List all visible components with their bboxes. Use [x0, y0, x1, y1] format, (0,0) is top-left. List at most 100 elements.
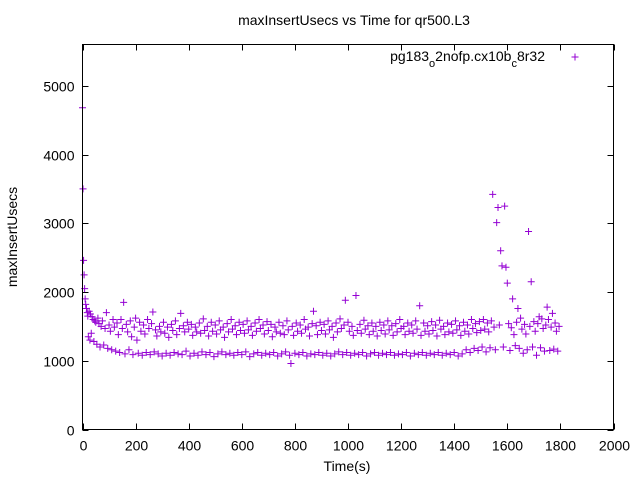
- data-point: [491, 346, 499, 354]
- data-point: [324, 317, 332, 325]
- data-point: [363, 352, 371, 360]
- data-point: [150, 348, 158, 356]
- data-point: [422, 351, 430, 359]
- data-point: [511, 342, 519, 350]
- data-point: [102, 309, 110, 317]
- data-point: [442, 349, 450, 357]
- data-point: [290, 331, 298, 339]
- data-point: [421, 327, 429, 335]
- data-point: [509, 295, 517, 303]
- data-point: [486, 344, 494, 352]
- data-point: [401, 331, 409, 339]
- data-point: [357, 329, 365, 337]
- data-point: [478, 343, 486, 351]
- data-point: [141, 330, 149, 338]
- data-point: [94, 314, 102, 322]
- data-point: [527, 278, 535, 286]
- data-point: [352, 291, 360, 299]
- data-point: [404, 319, 412, 327]
- data-point: [121, 350, 129, 358]
- data-point: [236, 327, 244, 334]
- data-point: [189, 331, 197, 339]
- data-point: [193, 328, 201, 336]
- data-point: [398, 351, 406, 359]
- data-point: [251, 319, 259, 327]
- data-point: [425, 330, 433, 338]
- legend-marker-icon: [571, 53, 579, 61]
- data-point: [300, 316, 308, 323]
- data-point: [402, 349, 410, 356]
- data-point: [536, 344, 544, 352]
- data-point: [181, 328, 189, 336]
- data-point: [260, 330, 268, 338]
- data-point: [173, 331, 181, 339]
- data-point: [372, 322, 380, 330]
- data-point: [304, 323, 312, 331]
- data-point: [332, 319, 340, 327]
- data-point: [510, 331, 518, 339]
- data-point: [424, 322, 432, 330]
- data-point: [307, 350, 315, 358]
- data-point: [105, 321, 113, 329]
- data-point: [104, 344, 112, 352]
- data-point: [543, 303, 551, 311]
- data-point: [348, 322, 356, 330]
- data-point: [351, 349, 359, 357]
- data-point: [540, 347, 548, 355]
- data-point: [262, 349, 270, 357]
- data-point: [140, 321, 148, 329]
- x-tick-label: 1600: [492, 438, 523, 454]
- data-point: [405, 327, 413, 335]
- data-point: [343, 349, 351, 356]
- data-point: [203, 322, 211, 330]
- data-point: [471, 320, 479, 328]
- data-point: [501, 202, 509, 210]
- data-point: [122, 320, 130, 328]
- data-point: [542, 321, 550, 329]
- data-point: [303, 352, 311, 360]
- data-point: [101, 324, 109, 332]
- data-point: [280, 331, 288, 339]
- chart-title: maxInsertUsecs vs Time for qr500.L3: [238, 12, 470, 28]
- data-point: [377, 327, 385, 334]
- data-point: [278, 350, 286, 358]
- data-point: [454, 352, 462, 360]
- data-point: [294, 327, 302, 335]
- data-point: [436, 316, 444, 324]
- data-point: [116, 349, 124, 356]
- data-point: [179, 322, 187, 330]
- data-point: [340, 321, 348, 329]
- data-point: [440, 322, 448, 330]
- data-point: [153, 332, 161, 340]
- data-point: [409, 329, 417, 337]
- data-point: [459, 318, 467, 326]
- data-point: [222, 351, 230, 359]
- data-point: [92, 318, 100, 326]
- data-point: [550, 345, 558, 353]
- data-point: [206, 349, 214, 356]
- data-point: [259, 321, 267, 329]
- data-point: [498, 262, 506, 270]
- data-point: [283, 317, 291, 325]
- data-point: [86, 336, 94, 344]
- data-point: [380, 321, 388, 329]
- data-point: [546, 346, 554, 354]
- data-point: [410, 349, 418, 357]
- x-axis-label: Time(s): [324, 458, 371, 474]
- data-point: [444, 319, 452, 327]
- data-point: [80, 256, 88, 264]
- data-point: [356, 320, 364, 328]
- data-point: [367, 350, 375, 358]
- data-point: [171, 317, 179, 325]
- data-point: [417, 331, 425, 339]
- data-point: [514, 305, 522, 312]
- data-point: [144, 316, 152, 323]
- data-point: [159, 318, 167, 326]
- data-point: [274, 352, 282, 360]
- data-point: [386, 349, 394, 356]
- data-point: [246, 353, 254, 361]
- data-point: [258, 351, 266, 359]
- data-point: [483, 319, 491, 327]
- data-point: [211, 321, 219, 329]
- data-point: [255, 316, 263, 323]
